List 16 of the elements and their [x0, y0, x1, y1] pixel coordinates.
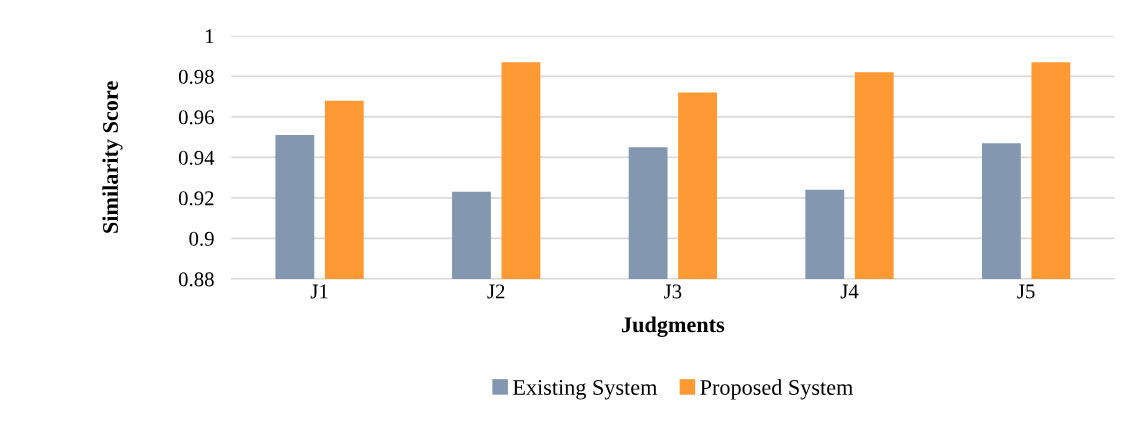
x-tick-label: J4: [840, 284, 859, 299]
x-tick-label: J3: [664, 284, 682, 299]
x-axis-title: Judgments: [621, 316, 725, 337]
y-tick-label: 0.96: [178, 110, 214, 125]
x-tick-label: J1: [310, 284, 328, 299]
y-tick-label: 0.9: [189, 231, 214, 246]
x-tick-label: J5: [1017, 284, 1035, 299]
legend-label: Existing System: [512, 380, 658, 400]
y-axis-title: Similarity Score: [102, 81, 123, 233]
x-tick-label: J2: [487, 284, 505, 299]
y-tick-label: 0.98: [178, 69, 214, 84]
y-tick-label: 1: [205, 29, 214, 44]
y-tick-label: 0.92: [178, 191, 214, 206]
legend-label: Proposed System: [700, 379, 854, 400]
y-tick-label: 0.94: [178, 150, 215, 165]
y-tick-label: 0.88: [178, 272, 214, 287]
